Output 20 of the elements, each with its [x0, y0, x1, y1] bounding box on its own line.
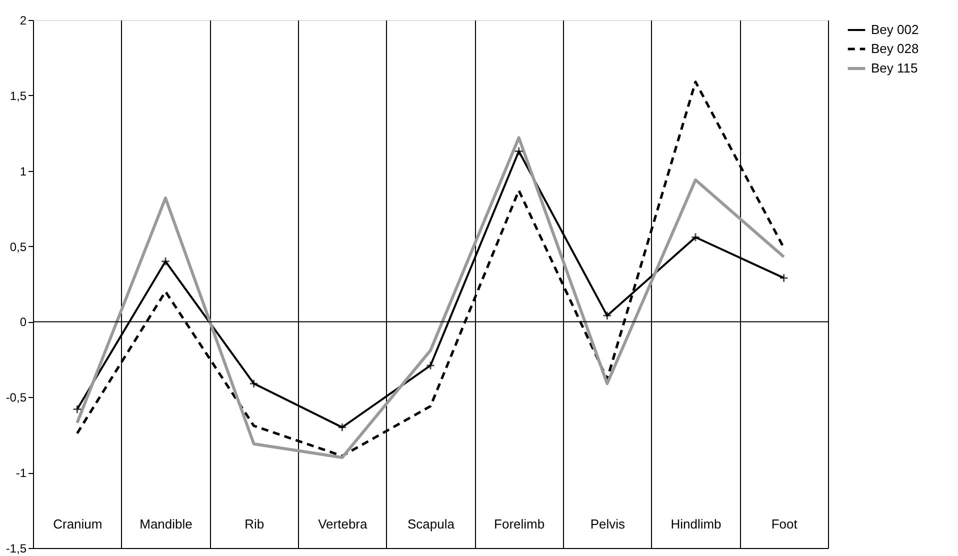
x-tick-label: Vertebra	[318, 516, 368, 532]
x-tick-label: Forelimb	[494, 516, 545, 532]
x-tick-label: Pelvis	[590, 516, 626, 532]
y-tick-label: 1,5	[10, 88, 27, 103]
x-tick-label: Cranium	[53, 516, 102, 532]
x-tick-label: Hindlimb	[670, 516, 722, 532]
legend-label: Bey 002	[871, 22, 919, 37]
x-tick-label: Mandible	[140, 516, 192, 532]
y-tick-label: -0,5	[6, 390, 27, 405]
y-tick-label: -1	[16, 466, 27, 480]
x-tick-label: Foot	[771, 516, 798, 532]
y-tick-label: 1	[20, 164, 27, 178]
legend-label: Bey 115	[871, 60, 918, 76]
x-tick-label: Scapula	[408, 516, 456, 532]
y-tick-label: -1,5	[6, 542, 27, 556]
x-tick-label: Rib	[244, 516, 264, 532]
legend-label: Bey 028	[871, 41, 919, 56]
y-tick-label: 0	[20, 315, 27, 330]
y-tick-label: 0,5	[10, 240, 27, 254]
y-tick-label: 2	[20, 14, 27, 28]
